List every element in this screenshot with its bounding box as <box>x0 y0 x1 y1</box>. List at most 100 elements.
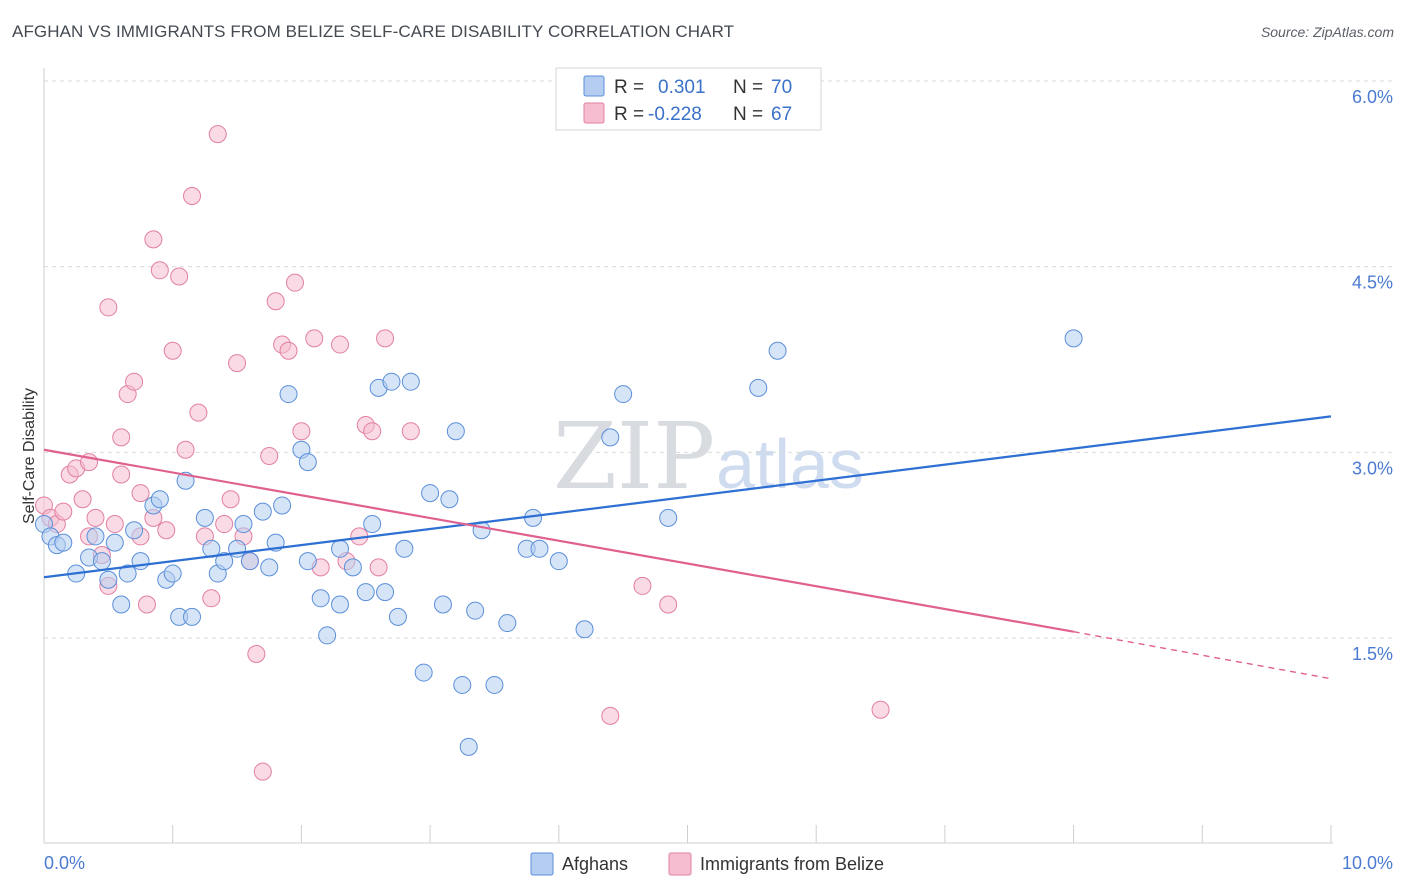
belize-point <box>112 428 131 447</box>
afghans-point <box>614 385 633 404</box>
afghans-point <box>530 539 549 558</box>
afghans-point <box>118 564 137 583</box>
afghans-point <box>382 372 401 391</box>
afghans-point <box>92 552 111 571</box>
chart-title: AFGHAN VS IMMIGRANTS FROM BELIZE SELF-CA… <box>12 22 735 41</box>
belize-point <box>150 261 169 280</box>
belize-point <box>292 422 311 441</box>
belize-point <box>247 645 266 663</box>
belize-point <box>86 508 105 527</box>
belize-point <box>401 422 420 441</box>
afghans-point <box>150 490 169 509</box>
afghans-point <box>298 453 317 472</box>
afghans-point <box>195 508 214 527</box>
belize-point <box>112 465 131 484</box>
legend-n-value-2: 67 <box>771 104 792 125</box>
legend-swatch-belize <box>583 102 605 124</box>
afghans-point <box>99 570 118 589</box>
afghans-point <box>388 607 407 626</box>
series-legend: Afghans Immigrants from Belize <box>530 852 884 876</box>
belize-point <box>221 490 240 509</box>
afghans-point <box>273 496 292 515</box>
chart-source: Source: ZipAtlas.com <box>1260 24 1394 40</box>
afghans-point <box>433 595 452 614</box>
watermark-zip: ZIP <box>553 403 715 510</box>
afghans-point <box>376 583 395 602</box>
afghans-point <box>768 341 787 360</box>
afghans-point <box>260 558 279 577</box>
afghans-point <box>86 527 105 546</box>
afghans-point <box>749 378 768 397</box>
belize-point <box>363 422 382 441</box>
afghans-point <box>601 428 620 447</box>
afghans-point <box>1064 329 1083 348</box>
afghans-point <box>401 372 420 391</box>
belize-point <box>183 187 202 206</box>
belize-point <box>253 762 272 781</box>
correlation-legend: R = 0.301 N = 70 R = -0.228 N = 67 <box>555 67 822 131</box>
belize-point <box>369 558 388 577</box>
afghans-point <box>234 515 253 534</box>
afghans-point <box>459 737 478 756</box>
bottom-legend-swatch-afghans <box>530 852 554 876</box>
belize-point <box>228 354 247 373</box>
afghans-point <box>363 515 382 534</box>
afghans-point <box>343 558 362 577</box>
afghans-point <box>131 552 150 571</box>
legend-r-value-2: -0.228 <box>648 104 702 125</box>
afghans-point <box>485 675 504 694</box>
belize-point <box>170 267 189 286</box>
legend-n-label-1: N = <box>733 77 763 98</box>
afghans-point <box>163 564 182 583</box>
legend-r-label-1: R = <box>614 77 644 98</box>
belize-trend-line <box>43 448 1074 633</box>
afghans-point <box>331 539 350 558</box>
afghans-point <box>395 539 414 558</box>
belize-point <box>215 515 234 534</box>
belize-point <box>157 521 176 540</box>
bottom-legend-swatch-belize <box>668 852 692 876</box>
belize-point <box>99 298 118 317</box>
afghans-point <box>446 422 465 441</box>
afghans-point <box>414 663 433 682</box>
afghans-point <box>440 490 459 509</box>
afghans-point <box>125 521 144 540</box>
afghans-point <box>549 552 568 571</box>
series-afghans-points <box>35 329 1083 756</box>
belize-point <box>260 446 279 465</box>
afghans-point <box>279 385 298 404</box>
y-tick-label: 3.0% <box>1352 458 1393 478</box>
belize-point <box>266 292 285 311</box>
afghans-point <box>331 595 350 614</box>
belize-point <box>163 341 182 360</box>
afghans-point <box>183 607 202 626</box>
x-tick-label-left: 0.0% <box>44 853 85 873</box>
afghans-point <box>311 589 330 608</box>
belize-point <box>285 273 304 292</box>
belize-point <box>105 515 124 534</box>
legend-r-value-1: 0.301 <box>658 77 706 98</box>
y-axis-title: Self-Care Disability <box>21 388 38 524</box>
afghans-point <box>659 508 678 527</box>
belize-point <box>633 576 652 595</box>
belize-point <box>189 403 208 422</box>
belize-point <box>176 440 195 459</box>
afghans-point <box>575 620 594 639</box>
belize-point <box>54 502 73 521</box>
belize-point <box>331 335 350 354</box>
afghans-point <box>498 614 517 633</box>
legend-n-value-1: 70 <box>771 77 792 98</box>
afghans-point <box>421 484 440 503</box>
x-ticks <box>43 825 1332 843</box>
y-tick-label: 4.5% <box>1352 273 1393 293</box>
y-tick-label: 1.5% <box>1352 644 1393 664</box>
afghans-point <box>356 583 375 602</box>
bottom-legend-belize: Immigrants from Belize <box>700 854 884 874</box>
afghans-point <box>215 552 234 571</box>
afghans-point <box>105 533 124 552</box>
x-tick-label-right: 10.0% <box>1342 853 1393 873</box>
afghans-point <box>54 533 73 552</box>
belize-point <box>376 329 395 348</box>
afghans-point <box>453 675 472 694</box>
